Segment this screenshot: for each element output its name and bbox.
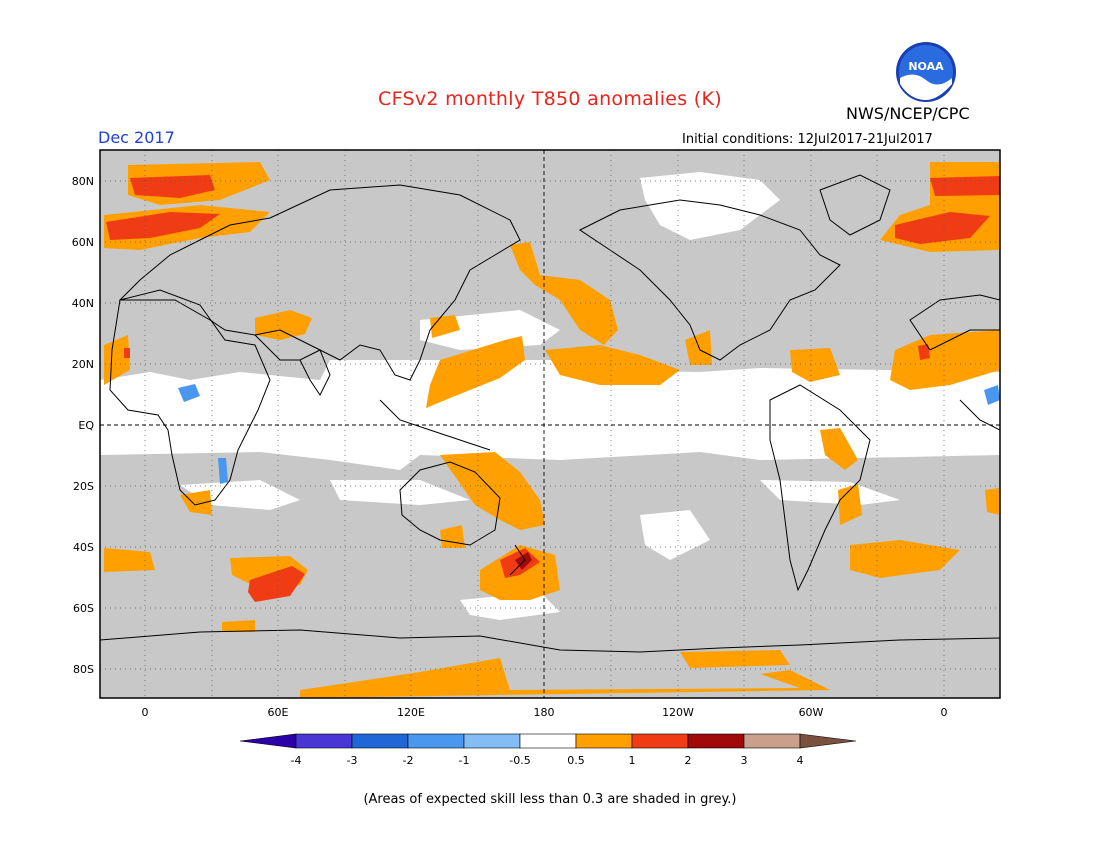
lat-label: 40S <box>73 541 94 554</box>
valid-month: Dec 2017 <box>98 128 175 147</box>
lat-label: 20N <box>72 358 94 371</box>
lon-label: 120E <box>397 706 425 719</box>
low-skill-shading <box>100 150 1000 698</box>
lon-label: 60W <box>799 706 824 719</box>
longitude-labels: 0 60E 120E 180 120W 60W 0 <box>142 706 948 719</box>
lon-label: 60E <box>268 706 289 719</box>
lon-label: 120W <box>662 706 694 719</box>
lat-label: 20S <box>73 480 94 493</box>
reference-lines <box>100 150 1000 698</box>
agency-label: NWS/NCEP/CPC <box>846 104 970 123</box>
noaa-logo-icon: NOAA <box>896 42 956 102</box>
lon-label: 180 <box>534 706 555 719</box>
latitude-labels: 80N 60N 40N 20N EQ 20S 40S 60S 80S <box>72 175 95 676</box>
lat-label: 40N <box>72 297 94 310</box>
lat-label: 80N <box>72 175 94 188</box>
lon-label: 0 <box>142 706 149 719</box>
initial-conditions: Initial conditions: 12Jul2017-21Jul2017 <box>682 132 933 147</box>
map-title: CFSv2 monthly T850 anomalies (K) <box>378 88 722 110</box>
cool-anomaly <box>178 384 1000 484</box>
noaa-logo-text: NOAA <box>908 60 944 73</box>
lat-label: 60S <box>73 602 94 615</box>
map-frame <box>99 149 1001 699</box>
skill-footnote: (Areas of expected skill less than 0.3 a… <box>363 792 737 807</box>
warm-anomaly-1-2K <box>106 175 1000 602</box>
lat-label: 80S <box>73 663 94 676</box>
lat-label: 60N <box>72 236 94 249</box>
gridlines <box>100 150 1000 698</box>
lon-label: 0 <box>941 706 948 719</box>
coastlines <box>100 174 1000 653</box>
lat-label: EQ <box>78 419 94 432</box>
